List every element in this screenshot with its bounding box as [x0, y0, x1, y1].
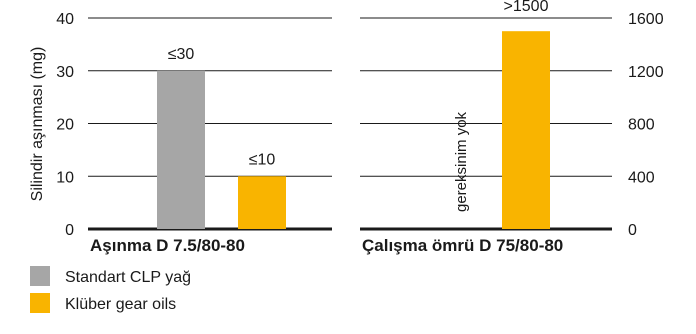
- left-y-tick-label: 0: [65, 222, 74, 239]
- right-chart-title: Çalışma ömrü D 75/80-80: [362, 236, 563, 255]
- right-bar-kluber: [502, 31, 550, 229]
- left-y-tick-label: 30: [56, 64, 74, 81]
- right-bar-data-label: >1500: [504, 0, 549, 15]
- right-y-tick-label: 0: [628, 222, 637, 239]
- right-no-requirement-label: gereksinim yok: [453, 111, 470, 212]
- left-y-tick-label: 40: [56, 11, 74, 28]
- left-bar-data-label: ≤10: [249, 151, 276, 168]
- left-y-tick-label: 10: [56, 169, 74, 186]
- right-y-tick-label: 800: [628, 117, 655, 134]
- left-bar-standard: [157, 70, 205, 229]
- legend-swatch-kluber: [30, 293, 50, 313]
- left-chart-title: Aşınma D 7.5/80-80: [90, 236, 245, 255]
- left-y-tick-label: 20: [56, 117, 74, 134]
- left-y-axis-label: Silindir aşınması (mg): [29, 47, 46, 202]
- legend-label: Standart CLP yağ: [65, 269, 191, 286]
- left-bar-kluber: [238, 176, 286, 229]
- right-y-tick-label: 400: [628, 169, 655, 186]
- left-bar-data-label: ≤30: [168, 46, 195, 63]
- legend-swatch-standard: [30, 266, 50, 286]
- right-y-tick-label: 1600: [628, 11, 664, 28]
- right-y-tick-label: 1200: [628, 64, 664, 81]
- legend-label: Klüber gear oils: [65, 296, 176, 313]
